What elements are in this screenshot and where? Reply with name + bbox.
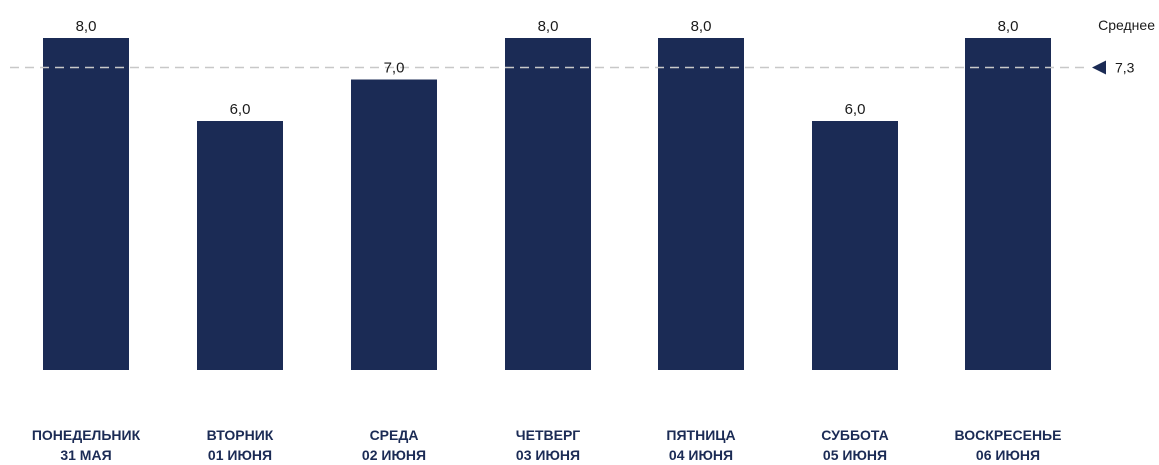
average-marker-icon <box>1092 60 1106 75</box>
category-label-5-line-2: 04 ИЮНЯ <box>669 447 733 463</box>
category-label-4-line-2: 03 ИЮНЯ <box>516 447 580 463</box>
category-label-4-line-1: ЧЕТВЕРГ <box>516 427 581 443</box>
bar-value-label-5: 8,0 <box>691 18 712 35</box>
bar-value-label-7: 8,0 <box>998 18 1019 35</box>
category-label-7-line-2: 06 ИЮНЯ <box>976 447 1040 463</box>
bar-value-label-1: 8,0 <box>76 18 97 35</box>
category-label-7-line-1: ВОСКРЕСЕНЬЕ <box>955 427 1062 443</box>
category-label-1-line-2: 31 МАЯ <box>60 447 111 463</box>
bar-7 <box>965 38 1051 370</box>
bar-6 <box>812 121 898 370</box>
bar-value-label-3: 7,0 <box>384 60 405 77</box>
bar-value-label-4: 8,0 <box>538 18 559 35</box>
category-label-6-line-1: СУББОТА <box>821 427 888 443</box>
bar-1 <box>43 38 129 370</box>
category-label-2-line-2: 01 ИЮНЯ <box>208 447 272 463</box>
category-label-1-line-1: ПОНЕДЕЛЬНИК <box>32 427 141 443</box>
average-title: Среднее <box>1098 17 1155 33</box>
category-label-6-line-2: 05 ИЮНЯ <box>823 447 887 463</box>
category-label-3-line-1: СРЕДА <box>370 427 419 443</box>
category-labels-group: ПОНЕДЕЛЬНИК 31 МАЯ ВТОРНИК 01 ИЮНЯ СРЕДА 02 И… <box>32 427 1062 463</box>
category-label-2-line-1: ВТОРНИК <box>207 427 274 443</box>
bar-value-label-6: 6,0 <box>845 101 866 118</box>
category-label-5-line-1: ПЯТНИЦА <box>666 427 735 443</box>
category-label-3-line-2: 02 ИЮНЯ <box>362 447 426 463</box>
bar-2 <box>197 121 283 370</box>
value-labels-group: 8,0 6,0 7,0 8,0 8,0 6,0 8,0 <box>76 18 1019 118</box>
bars-group <box>43 38 1051 370</box>
bar-value-label-2: 6,0 <box>230 101 251 118</box>
average-value-label: 7,3 <box>1115 60 1135 76</box>
bar-3 <box>351 79 437 370</box>
bar-4 <box>505 38 591 370</box>
bar-5 <box>658 38 744 370</box>
